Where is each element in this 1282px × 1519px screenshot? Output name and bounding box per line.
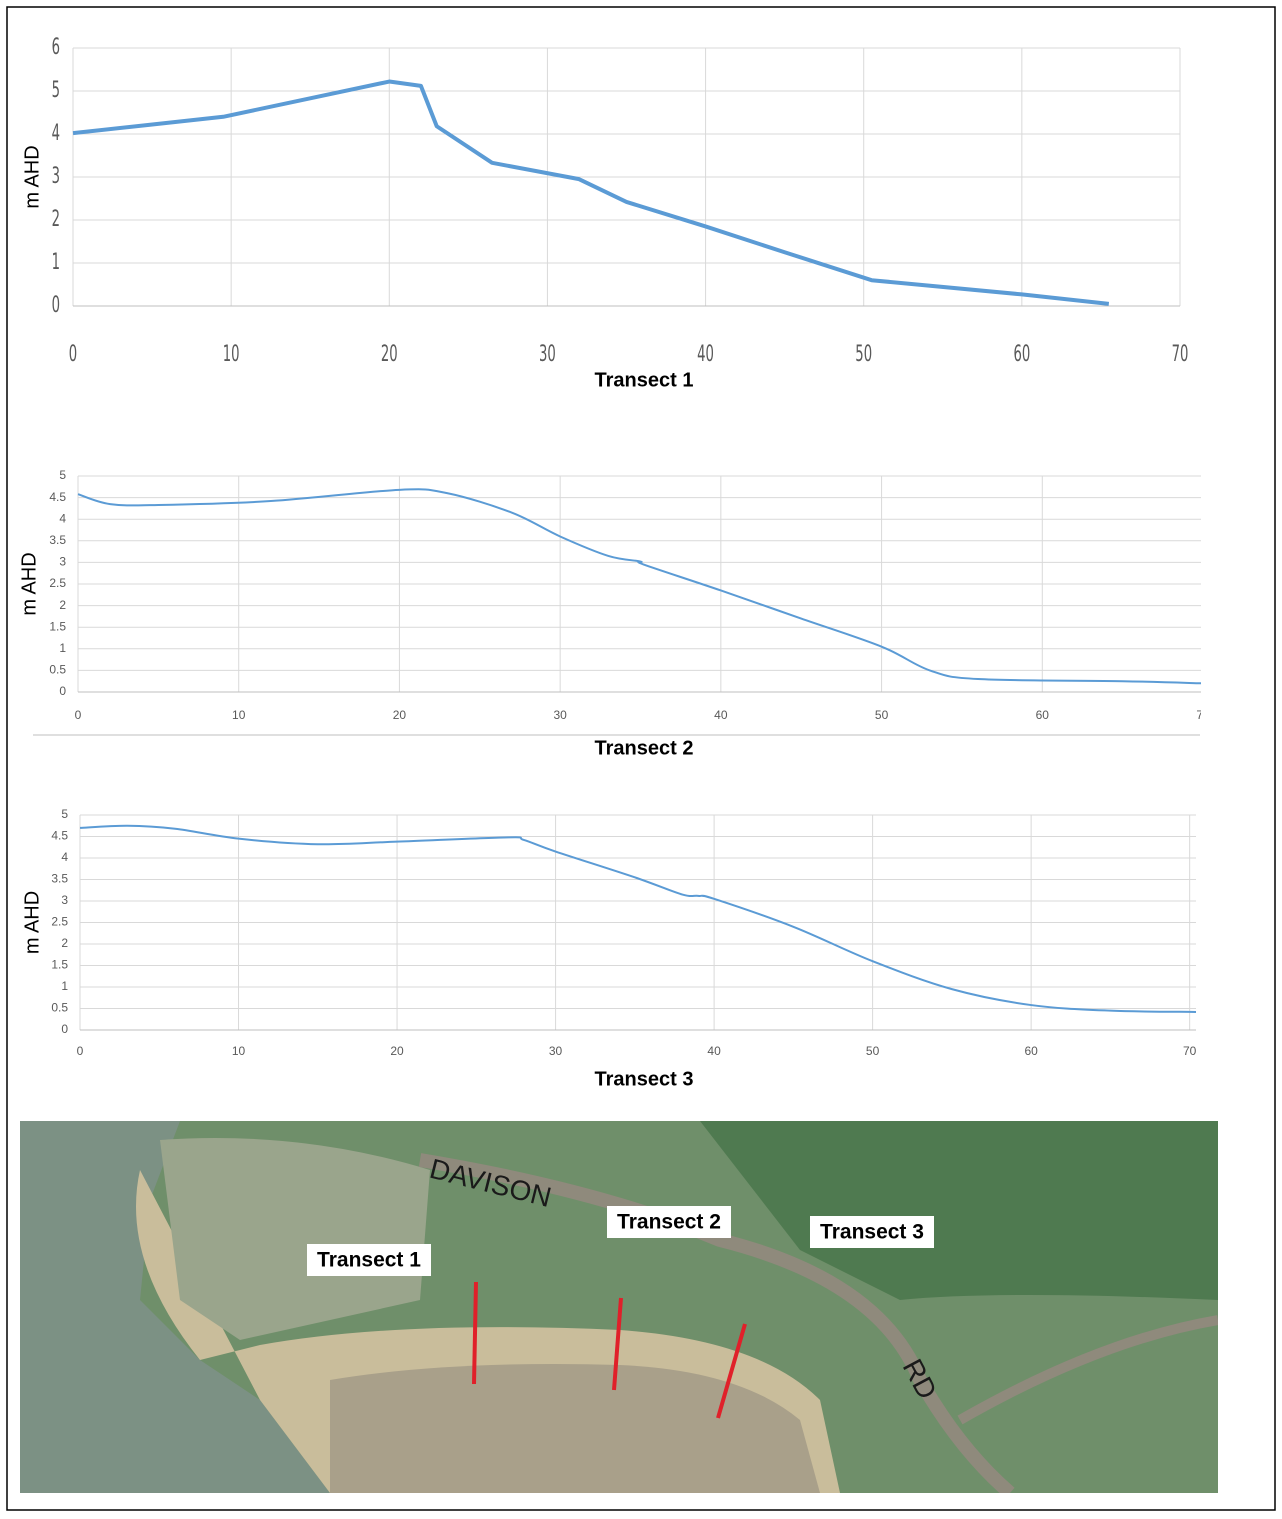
x-tick-label: 10: [232, 708, 246, 722]
x-tick-label: 30: [553, 708, 567, 722]
data-line: [78, 489, 1203, 683]
y-tick-label: 4: [61, 850, 68, 864]
x-tick-label: 70: [1172, 342, 1189, 367]
y-tick-label: 2: [61, 936, 68, 950]
x-tick-label: 50: [866, 1044, 880, 1058]
x-tick-label: 40: [707, 1044, 721, 1058]
page: 0123456010203040506070m AHDTransect 100.…: [0, 0, 1282, 1519]
y-tick-label: 5: [59, 468, 66, 482]
x-tick-label: 20: [393, 708, 407, 722]
y-tick-label: 2.5: [51, 915, 68, 929]
y-tick-label: 0.5: [49, 663, 66, 677]
y-tick-label: 3: [61, 893, 68, 907]
y-axis-title: m AHD: [21, 145, 43, 208]
y-tick-label: 5: [52, 78, 60, 103]
y-tick-label: 2: [59, 598, 66, 612]
data-line: [80, 826, 1196, 1012]
x-tick-label: 10: [232, 1044, 246, 1058]
x-tick-label: 70: [1196, 708, 1210, 722]
x-tick-label: 70: [1183, 1044, 1197, 1058]
y-tick-label: 4: [52, 121, 60, 146]
x-tick-label: 60: [1024, 1044, 1038, 1058]
transect-label: Transect 3: [820, 1221, 924, 1244]
x-tick-label: 50: [855, 342, 872, 367]
transect-label: Transect 2: [617, 1211, 721, 1234]
y-tick-label: 3: [59, 555, 66, 569]
x-tick-label: 20: [390, 1044, 404, 1058]
y-tick-label: 1: [61, 979, 68, 993]
y-tick-label: 3.5: [49, 533, 66, 547]
x-tick-label: 10: [223, 342, 240, 367]
y-tick-label: 4.5: [51, 829, 68, 843]
y-tick-label: 0: [52, 293, 60, 318]
transect-line: [474, 1282, 476, 1384]
y-tick-label: 6: [52, 35, 60, 60]
x-tick-label: 20: [381, 342, 398, 367]
x-tick-label: 50: [875, 708, 889, 722]
y-tick-label: 0.5: [51, 1001, 68, 1015]
x-axis-title: Transect 2: [595, 737, 694, 759]
y-tick-label: 4.5: [49, 490, 66, 504]
y-axis-title: m AHD: [18, 552, 40, 615]
y-tick-label: 1.5: [49, 619, 66, 633]
x-tick-label: 60: [1013, 342, 1030, 367]
y-tick-label: 1: [52, 250, 60, 275]
x-tick-label: 0: [77, 1044, 84, 1058]
x-axis-title: Transect 1: [595, 369, 694, 391]
y-axis-title: m AHD: [21, 891, 43, 954]
y-tick-label: 3: [52, 164, 60, 189]
x-tick-label: 30: [539, 342, 556, 367]
x-tick-label: 30: [549, 1044, 563, 1058]
y-tick-label: 3.5: [51, 872, 68, 886]
y-tick-label: 4: [59, 511, 66, 525]
x-axis-title: Transect 3: [595, 1068, 694, 1090]
y-tick-label: 1: [59, 641, 66, 655]
data-line: [73, 82, 1109, 304]
x-tick-label: 0: [69, 342, 77, 367]
x-tick-label: 60: [1036, 708, 1050, 722]
x-tick-label: 0: [75, 708, 82, 722]
y-tick-label: 1.5: [51, 958, 68, 972]
y-tick-label: 0: [61, 1022, 68, 1036]
y-tick-label: 5: [61, 807, 68, 821]
y-tick-label: 2.5: [49, 576, 66, 590]
y-tick-label: 2: [52, 207, 60, 232]
x-tick-label: 40: [697, 342, 714, 367]
y-tick-label: 0: [59, 684, 66, 698]
transect-label: Transect 1: [317, 1249, 421, 1272]
x-tick-label: 40: [714, 708, 728, 722]
